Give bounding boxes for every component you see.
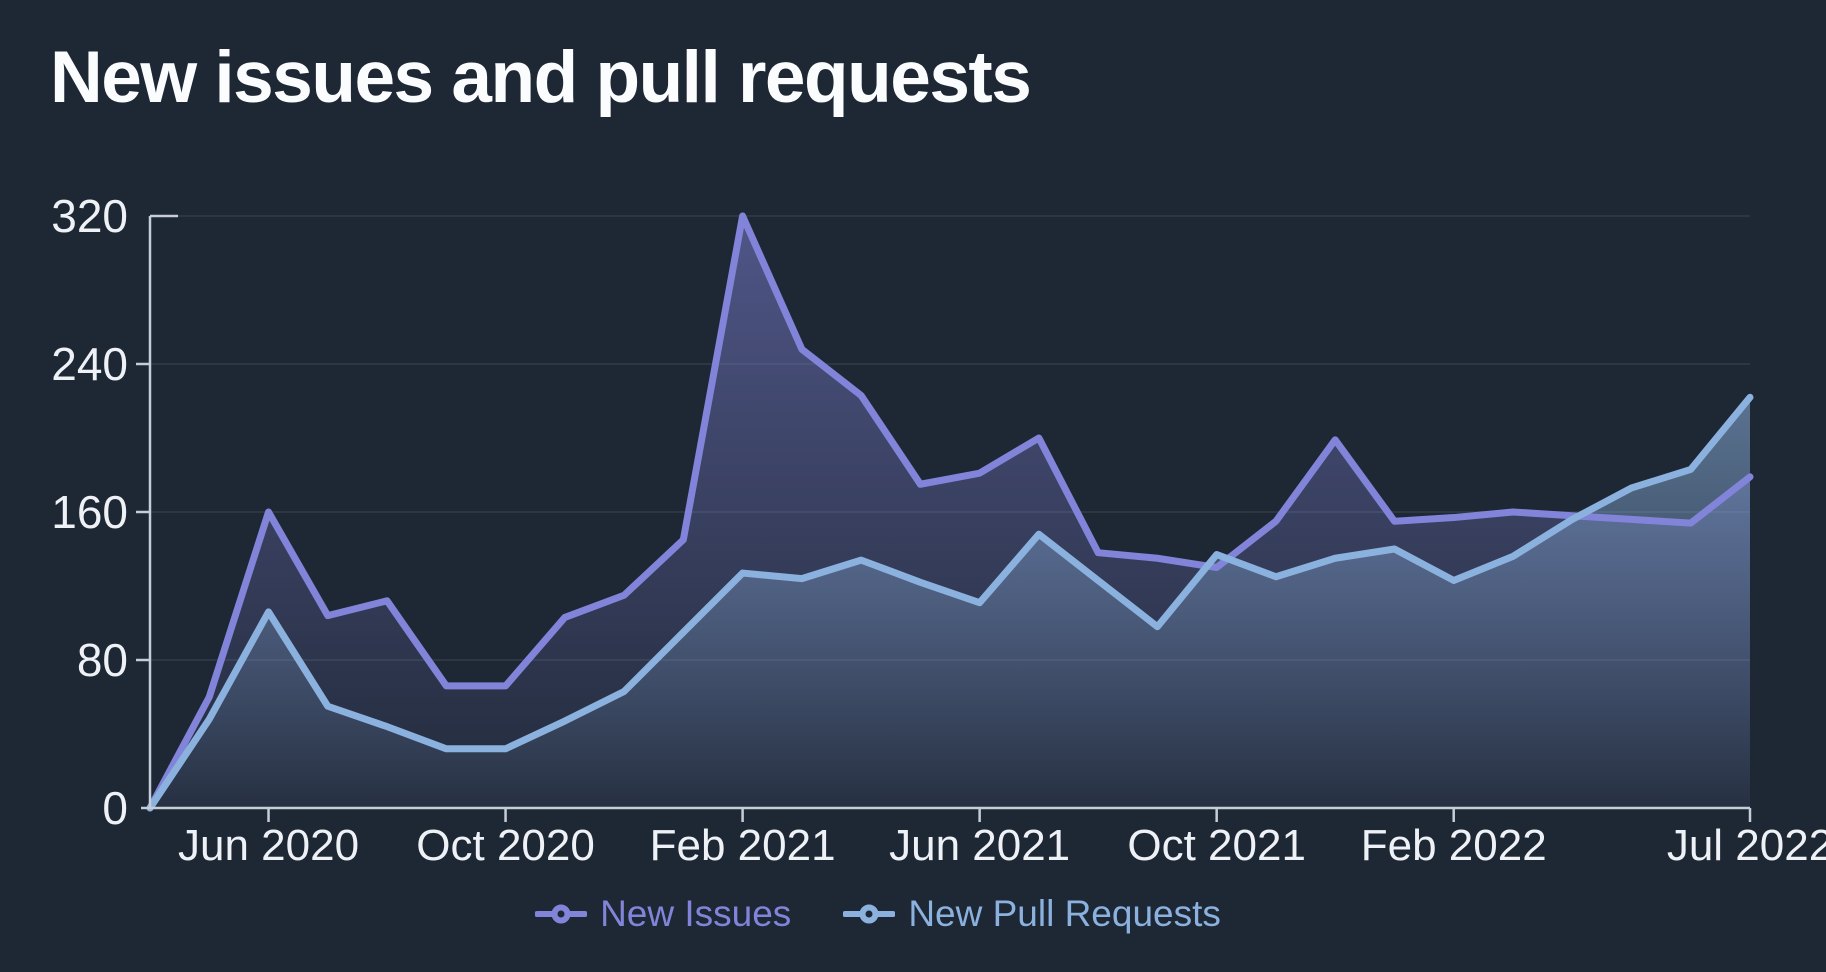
x-tick-label-0: Jun 2020 [178,821,359,870]
series-line-new-pull-requests[interactable] [146,393,1754,812]
axes: 0 80 160 240 320 Jun 2020 Oct 2020 Feb 2021 Jun … [51,190,1826,870]
x-tick-label-4: Oct 2021 [1127,821,1306,870]
legend-label: New Issues [600,893,792,934]
legend-label: New Pull Requests [908,893,1221,934]
legend-item-new-pull-requests[interactable]: New Pull Requests [843,893,1221,935]
y-tick-label-320: 320 [51,190,128,242]
x-tick-label-5: Feb 2022 [1361,821,1547,870]
series-area-new-pull-requests [150,397,1750,808]
y-tick-label-240: 240 [51,338,128,390]
legend-item-new-issues[interactable]: New Issues [535,893,791,935]
y-tick-label-160: 160 [51,486,128,538]
y-tick-label-0: 0 [102,782,128,834]
line-circle-marker-icon [843,904,896,924]
series-line-new-issues[interactable] [146,212,1754,812]
chart-legend: New Issues New Pull Requests [0,893,1756,935]
line-circle-marker-icon [535,904,588,924]
x-tick-label-1: Oct 2020 [416,821,595,870]
y-tick-label-80: 80 [77,634,128,686]
x-tick-label-2: Feb 2021 [650,821,836,870]
x-tick-label-6: Jul 2022 [1667,821,1826,870]
x-tick-label-3: Jun 2021 [889,821,1070,870]
page-title: New issues and pull requests [50,37,1032,118]
